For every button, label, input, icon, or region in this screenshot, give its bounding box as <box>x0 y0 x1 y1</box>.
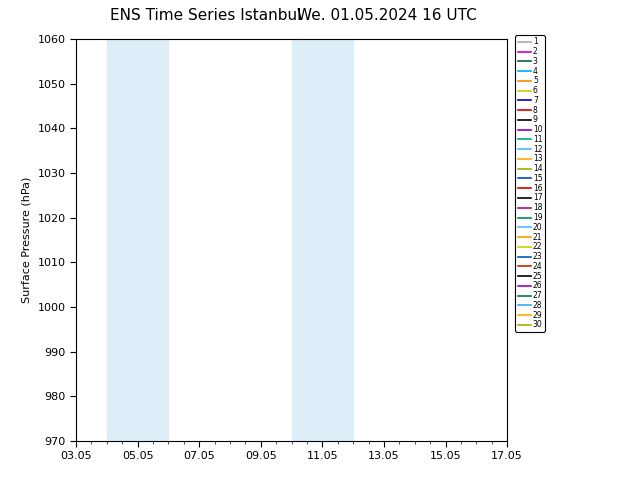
Legend: 1, 2, 3, 4, 5, 6, 7, 8, 9, 10, 11, 12, 13, 14, 15, 16, 17, 18, 19, 20, 21, 22, 2: 1, 2, 3, 4, 5, 6, 7, 8, 9, 10, 11, 12, 1… <box>515 35 545 332</box>
Bar <box>292 39 353 441</box>
Bar <box>107 39 169 441</box>
Y-axis label: Surface Pressure (hPa): Surface Pressure (hPa) <box>22 177 32 303</box>
Text: We. 01.05.2024 16 UTC: We. 01.05.2024 16 UTC <box>297 8 476 23</box>
Text: ENS Time Series Istanbul: ENS Time Series Istanbul <box>110 8 301 23</box>
